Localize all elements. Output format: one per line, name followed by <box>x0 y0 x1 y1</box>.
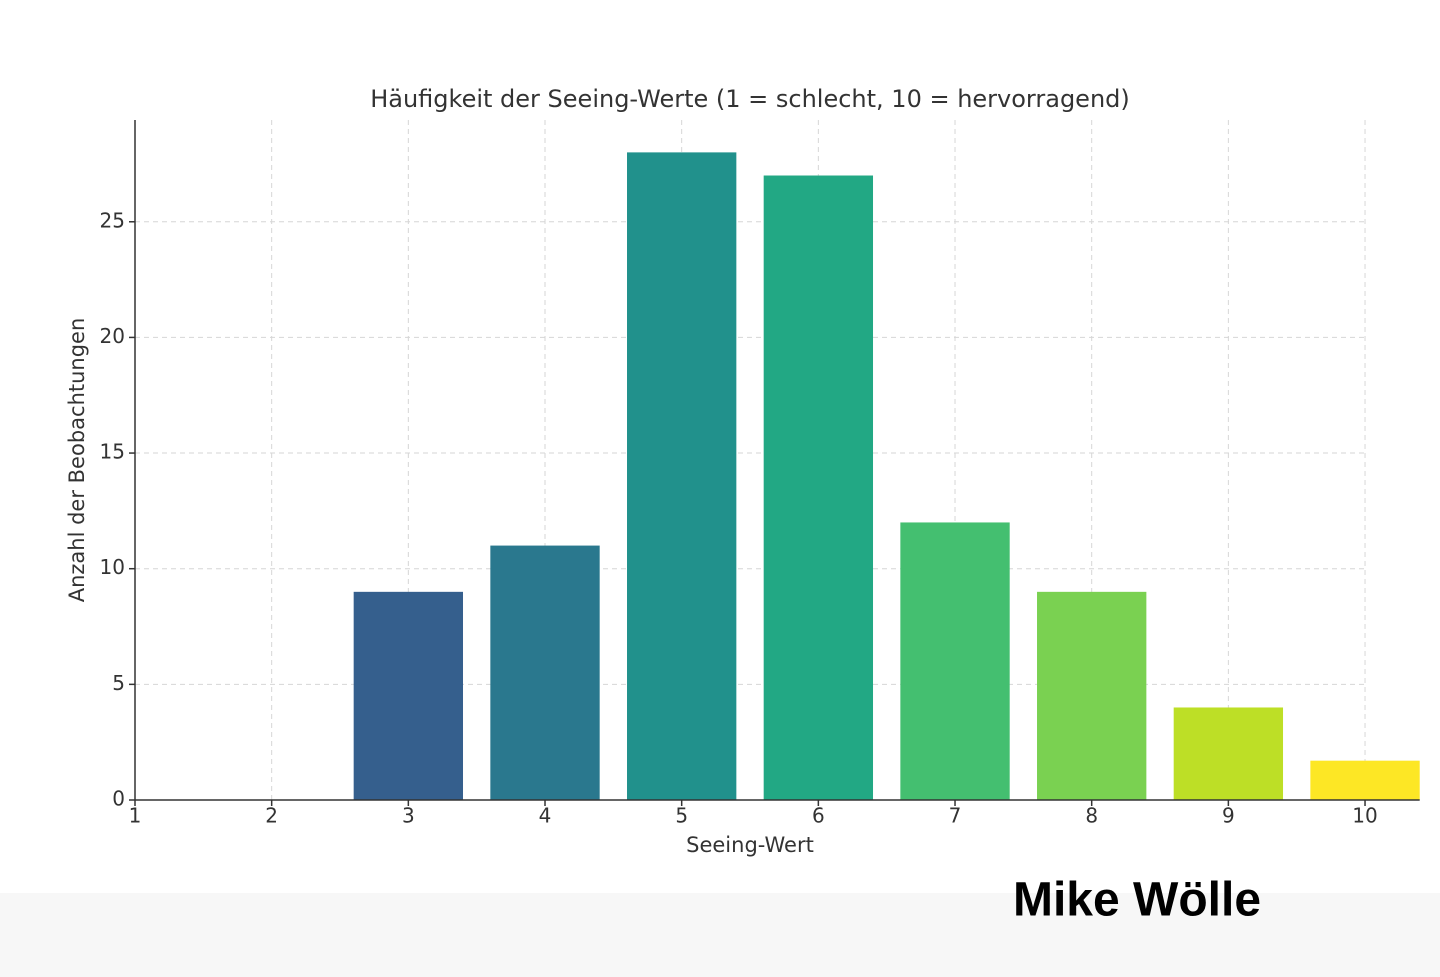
x-tick-label: 6 <box>812 804 825 828</box>
watermark: Mike Wölle <box>1013 874 1261 927</box>
x-tick-label: 1 <box>129 804 142 828</box>
y-tick-label: 5 <box>112 671 125 695</box>
x-tick-label: 7 <box>949 804 962 828</box>
x-tick-label: 4 <box>539 804 552 828</box>
y-tick-label: 10 <box>100 555 125 579</box>
footer-band <box>0 893 1440 977</box>
bar <box>900 522 1010 800</box>
x-tick-label: 9 <box>1222 804 1235 828</box>
x-axis-label: Seeing-Wert <box>686 833 814 857</box>
x-tick-label: 5 <box>675 804 688 828</box>
bar <box>490 545 600 800</box>
bar <box>1173 707 1284 800</box>
y-tick-label: 0 <box>112 787 125 811</box>
bar <box>1310 760 1420 800</box>
x-tick-label: 2 <box>265 804 278 828</box>
x-tick-label: 8 <box>1085 804 1098 828</box>
bar <box>353 591 464 800</box>
y-tick-label: 15 <box>100 440 125 464</box>
bar <box>627 152 737 800</box>
y-tick-label: 25 <box>100 208 125 232</box>
y-tick-label: 20 <box>100 324 125 348</box>
y-axis-label: Anzahl der Beobachtungen <box>65 318 89 603</box>
x-tick-label: 3 <box>402 804 415 828</box>
x-tick-label: 10 <box>1352 804 1377 828</box>
bar <box>763 175 874 801</box>
chart-title: Häufigkeit der Seeing-Werte (1 = schlech… <box>370 85 1130 113</box>
bar <box>1037 591 1147 800</box>
